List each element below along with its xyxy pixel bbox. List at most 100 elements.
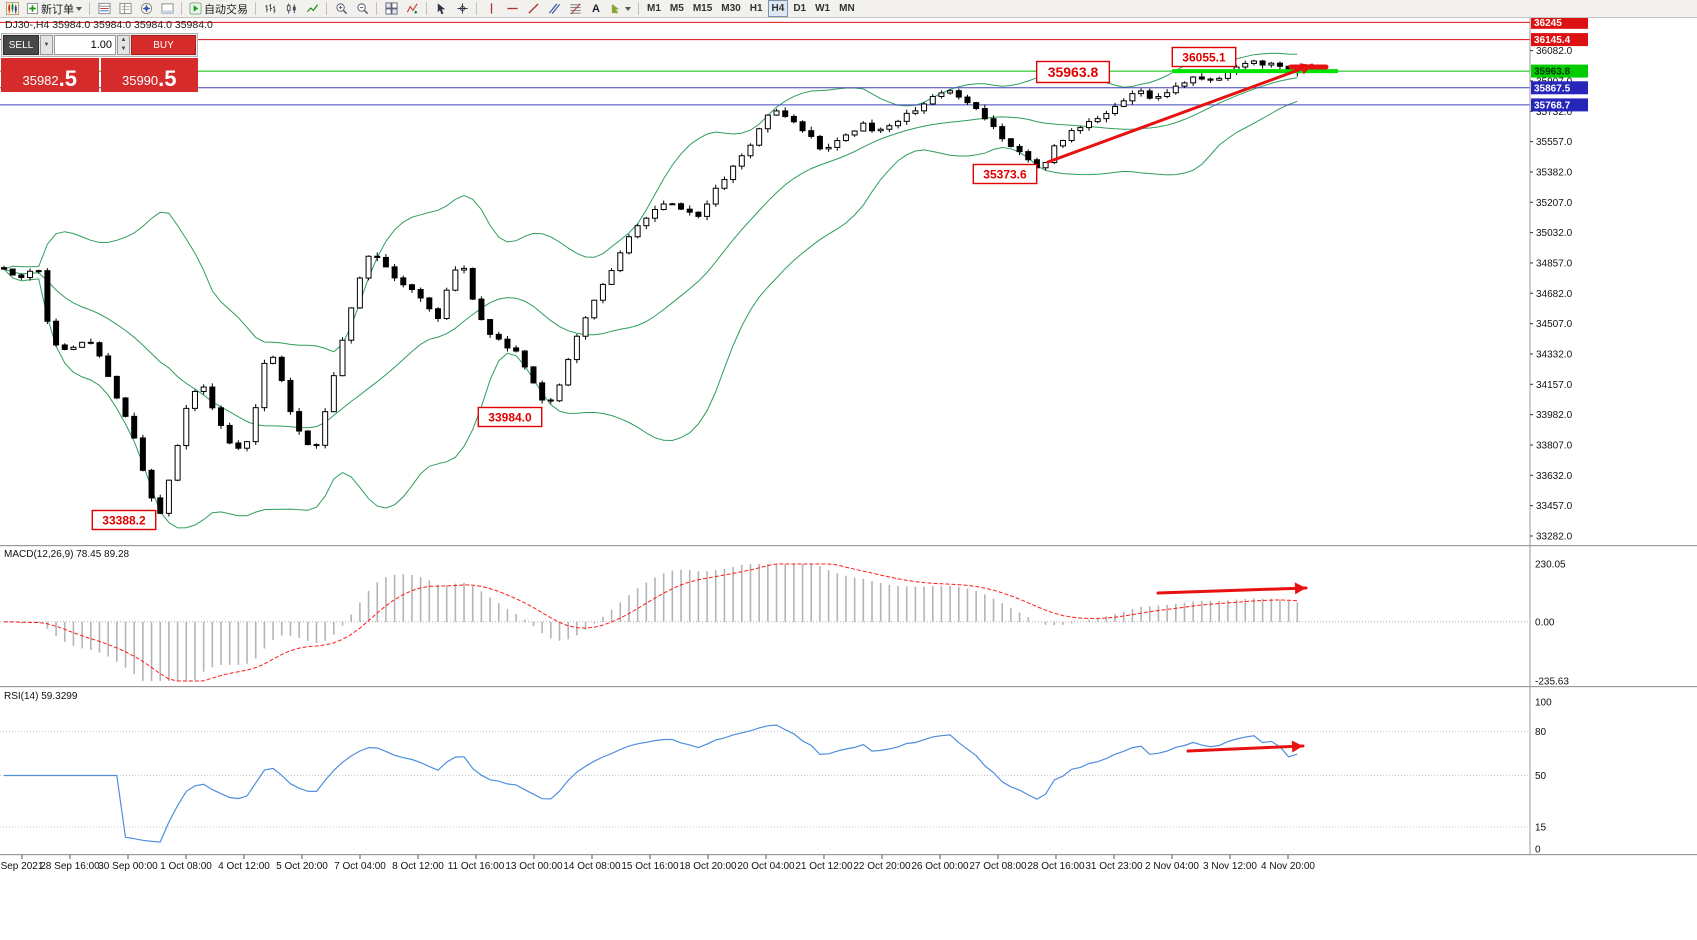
toolbar-separator: [255, 2, 256, 15]
crosshair-button[interactable]: [452, 0, 472, 17]
timeframe-h1-button[interactable]: H1: [746, 0, 767, 17]
macd-scale-label: 0.00: [1535, 617, 1555, 628]
cursor-button[interactable]: [431, 0, 451, 17]
terminal-button[interactable]: [157, 0, 177, 17]
macd-indicator-label: MACD(12,26,9) 78.45 89.28: [4, 549, 130, 560]
price-tick-label: 35382.0: [1536, 167, 1573, 178]
macd-histogram: [11, 564, 1299, 681]
time-tick-label: 1 Oct 08:00: [160, 861, 212, 872]
rsi-scale-label: 50: [1535, 771, 1547, 782]
price-axis: 36082.035907.035732.035557.035382.035207…: [1530, 18, 1588, 542]
chart-symbol-ohlc: DJ30-,H4 35984.0 35984.0 35984.0 35984.0: [5, 19, 213, 31]
crosshair-icon: [456, 3, 468, 14]
timeframe-h4-button[interactable]: H4: [767, 0, 789, 17]
fibonacci-icon: [569, 3, 581, 15]
sell-button[interactable]: SELL: [3, 35, 39, 55]
candlestick-type-button[interactable]: [281, 0, 301, 17]
price-marker-box: [1531, 64, 1588, 78]
price-annotation-text: 33388.2: [102, 513, 146, 527]
buy-price-fraction: .5: [158, 66, 177, 91]
trend-arrow[interactable]: [1046, 63, 1314, 164]
price-tick-label: 33457.0: [1536, 501, 1573, 512]
chevron-down-icon: ▼: [43, 42, 50, 48]
price-tick-label: 34332.0: [1536, 349, 1573, 360]
app-chart-icon-button[interactable]: [2, 0, 22, 17]
volume-input[interactable]: [54, 35, 116, 55]
time-tick-label: 18 Oct 20:00: [679, 861, 737, 872]
cursor-arrow-icon: [437, 3, 445, 15]
trend-arrow-head: [1294, 582, 1306, 595]
macd-scale-label: 230.05: [1535, 560, 1566, 571]
time-tick-label: 27 Oct 08:00: [969, 861, 1027, 872]
toolbar-separator: [326, 2, 327, 15]
data-window-button[interactable]: [115, 0, 135, 17]
terminal-icon: [160, 3, 174, 14]
main-toolbar: 新订单 自动交易 A M1 M5 M15 M30 H1 H4: [0, 0, 1697, 18]
toolbar-separator: [376, 2, 377, 15]
price-annotation-box[interactable]: [477, 406, 543, 428]
fibonacci-tool-button[interactable]: [565, 0, 585, 17]
toolbar-separator: [476, 2, 477, 15]
toolbar-separator: [181, 2, 182, 15]
timeframe-m15-button[interactable]: M15: [689, 0, 716, 17]
price-annotation-box[interactable]: [91, 509, 157, 531]
sell-price-display[interactable]: 35982 .5: [1, 58, 99, 92]
price-tick-label: 35557.0: [1536, 137, 1573, 148]
timeframe-m1-button[interactable]: M1: [643, 0, 665, 17]
timeframe-m30-button[interactable]: M30: [717, 0, 744, 17]
price-tick-label: 35207.0: [1536, 198, 1573, 209]
volume-decrease-button[interactable]: ▼: [120, 46, 127, 52]
tile-windows-button[interactable]: [381, 0, 401, 17]
price-annotation-box[interactable]: [1171, 46, 1237, 68]
candlestick-app-icon: [5, 2, 19, 15]
zoom-out-icon: [356, 3, 368, 15]
text-tool-button[interactable]: A: [586, 0, 606, 17]
vertical-line-tool-button[interactable]: [481, 0, 501, 17]
horizontal-line-tool-button[interactable]: [502, 0, 522, 17]
indicators-button[interactable]: [402, 0, 422, 17]
time-tick-label: 2 Nov 04:00: [1145, 861, 1199, 872]
line-chart-icon: [306, 4, 318, 13]
rsi-indicator-label: RSI(14) 59.3299: [4, 691, 78, 702]
buy-button[interactable]: BUY: [131, 35, 196, 55]
navigator-button[interactable]: [136, 0, 156, 17]
market-watch-icon: [97, 2, 111, 15]
autotrading-button[interactable]: 自动交易: [186, 0, 251, 17]
zoom-out-button[interactable]: [352, 0, 372, 17]
rsi-scale-label: 15: [1535, 822, 1547, 833]
order-type-dropdown[interactable]: ▼: [40, 35, 53, 55]
shapes-tool-button[interactable]: [607, 0, 634, 17]
timeframe-w1-button[interactable]: W1: [811, 0, 834, 17]
new-order-button[interactable]: 新订单: [23, 0, 85, 17]
chart-area: 230.050.00-235.63100805015036082.035907.…: [0, 18, 1697, 940]
buy-price-display[interactable]: 35990 .5: [100, 58, 198, 92]
price-tick-label: 35732.0: [1536, 107, 1573, 118]
timeframe-mn-button[interactable]: MN: [835, 0, 859, 17]
trend-arrow[interactable]: [1186, 744, 1305, 753]
price-annotation-box[interactable]: [972, 163, 1038, 185]
channel-tool-button[interactable]: [544, 0, 564, 17]
time-tick-label: 7 Oct 04:00: [334, 861, 386, 872]
navigator-compass-icon: [140, 2, 152, 15]
price-marker-box: [1531, 98, 1588, 112]
price-marker-label: 35963.8: [1534, 67, 1571, 78]
market-watch-button[interactable]: [94, 0, 114, 17]
toolbar-separator: [89, 2, 90, 15]
time-tick-label: 13 Oct 00:00: [505, 861, 563, 872]
rsi-scale-label: 0: [1535, 845, 1541, 856]
chart-canvas[interactable]: 230.050.00-235.63100805015036082.035907.…: [0, 18, 1697, 940]
timeframe-m5-button[interactable]: M5: [666, 0, 688, 17]
zoom-in-button[interactable]: [331, 0, 351, 17]
time-tick-label: 14 Oct 08:00: [563, 861, 621, 872]
volume-increase-button[interactable]: ▲: [120, 37, 127, 43]
price-tick-label: 34682.0: [1536, 289, 1573, 300]
trendline-tool-button[interactable]: [523, 0, 543, 17]
price-annotation-box[interactable]: [1035, 60, 1111, 84]
line-chart-type-button[interactable]: [302, 0, 322, 17]
trend-arrow[interactable]: [1156, 586, 1308, 595]
time-tick-label: 28 Sep 16:00: [40, 861, 100, 872]
bar-chart-type-button[interactable]: [260, 0, 280, 17]
rsi-scale-label: 80: [1535, 727, 1547, 738]
price-tick-label: 34857.0: [1536, 258, 1573, 269]
timeframe-d1-button[interactable]: D1: [789, 0, 810, 17]
